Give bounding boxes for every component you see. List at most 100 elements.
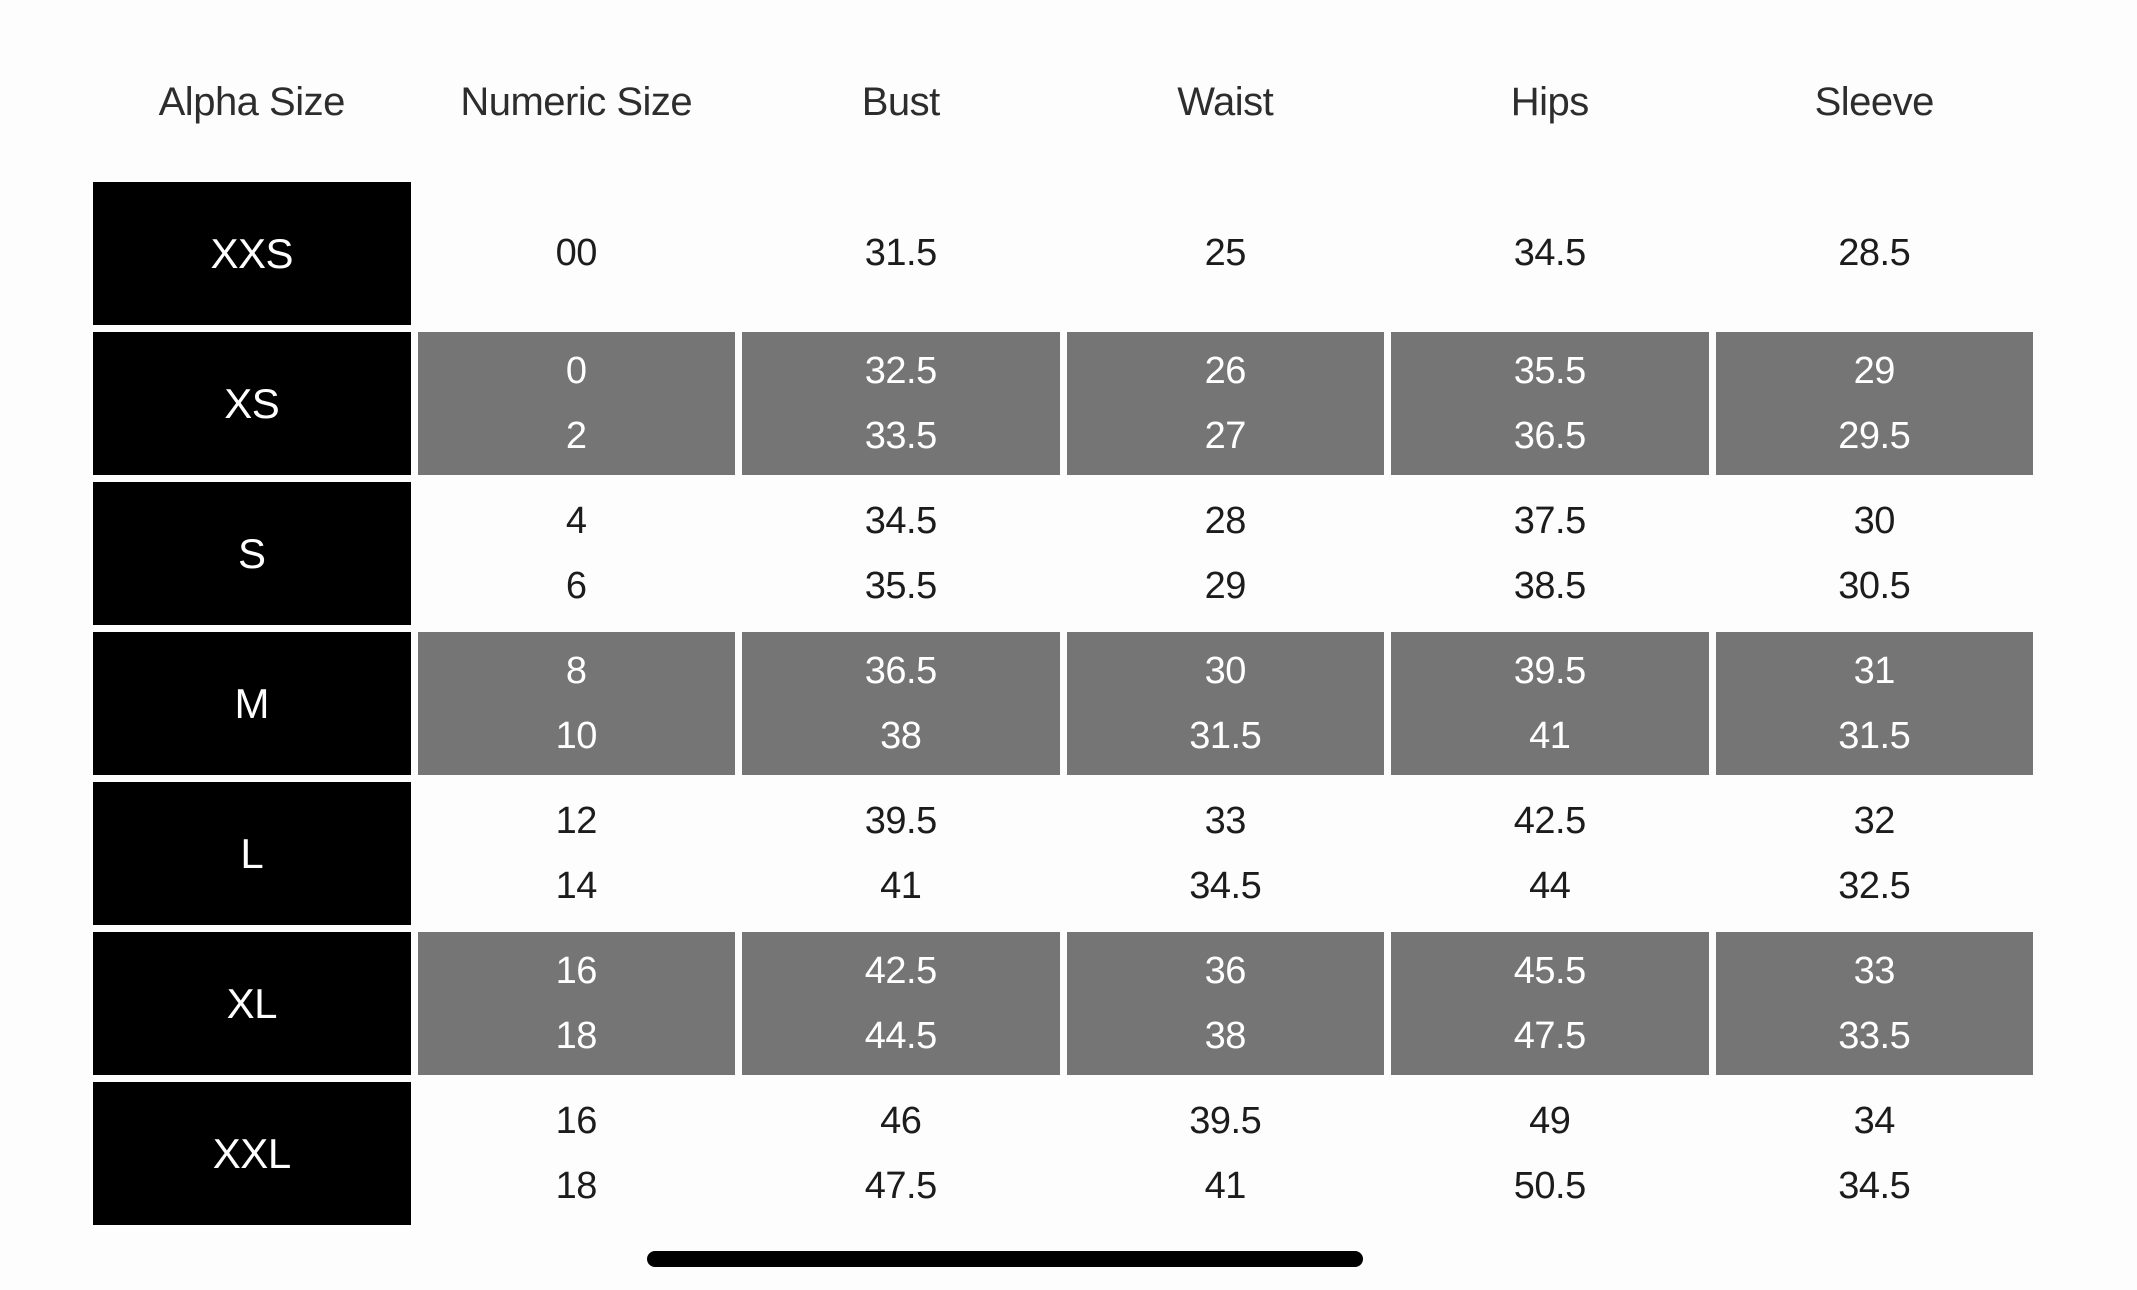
waist-value: 41: [1204, 1164, 1247, 1207]
waist-cell: 36 38: [1066, 932, 1384, 1075]
sleeve-cell: 29 29.5: [1715, 332, 2033, 475]
numeric-value: 8: [565, 649, 587, 692]
bust-cell: 39.5 41: [742, 782, 1060, 925]
hips-value: 45.5: [1513, 949, 1586, 992]
sleeve-value: 32.5: [1838, 864, 1911, 907]
waist-value: 39.5: [1189, 1099, 1262, 1142]
waist-value: 30: [1204, 649, 1247, 692]
hips-value: 37.5: [1513, 499, 1586, 542]
table-row: L 12 14 39.5 41 33 34.5 42.5 44 32 32.5: [93, 782, 2033, 925]
table-row: M 8 10 36.5 38 30 31.5 39.5 41 31 31.5: [93, 632, 2033, 775]
alpha-size-cell: XXS: [93, 182, 411, 325]
sleeve-cell: 34 34.5: [1716, 1082, 2034, 1225]
horizontal-scroll-indicator[interactable]: [647, 1251, 1363, 1267]
bust-value: 44.5: [864, 1014, 937, 1057]
hips-value: 47.5: [1513, 1014, 1586, 1057]
table-row: XXL 16 18 46 47.5 39.5 41 49 50.5 34 34.5: [93, 1082, 2033, 1225]
sleeve-value: 32: [1853, 799, 1896, 842]
sleeve-value: 30: [1853, 499, 1896, 542]
sleeve-cell: 30 30.5: [1716, 482, 2034, 625]
bust-cell: 31.5: [742, 182, 1060, 325]
hips-value: 38.5: [1513, 564, 1586, 607]
sleeve-value: 30.5: [1838, 564, 1911, 607]
bust-value: 33.5: [864, 414, 937, 457]
column-header-alpha-size: Alpha Size: [158, 79, 346, 124]
hips-cell: 37.5 38.5: [1391, 482, 1709, 625]
bust-value: 32.5: [864, 349, 937, 392]
waist-value: 34.5: [1189, 864, 1262, 907]
sleeve-value: 33.5: [1838, 1014, 1911, 1057]
table-row: XL 16 18 42.5 44.5 36 38 45.5 47.5 33 33.5: [93, 932, 2033, 1075]
hips-cell: 34.5: [1391, 182, 1709, 325]
waist-cell: 26 27: [1066, 332, 1384, 475]
hips-value: 36.5: [1513, 414, 1586, 457]
bust-value: 34.5: [864, 499, 937, 542]
numeric-size-cell: 16 18: [417, 932, 735, 1075]
alpha-size-cell: M: [93, 632, 411, 775]
bust-value: 46: [880, 1099, 922, 1142]
numeric-size-cell: 8 10: [417, 632, 735, 775]
numeric-value: 10: [555, 714, 598, 757]
hips-value: 49: [1529, 1099, 1571, 1142]
alpha-size-cell: S: [93, 482, 411, 625]
waist-value: 27: [1204, 414, 1247, 457]
bust-cell: 46 47.5: [742, 1082, 1060, 1225]
waist-cell: 25: [1067, 182, 1385, 325]
waist-value: 33: [1204, 799, 1247, 842]
numeric-value: 2: [565, 414, 587, 457]
numeric-value: 12: [555, 799, 598, 842]
column-header-bust: Bust: [861, 79, 941, 124]
hips-value: 50.5: [1513, 1164, 1586, 1207]
waist-value: 31.5: [1189, 714, 1262, 757]
bust-cell: 42.5 44.5: [742, 932, 1060, 1075]
sleeve-cell: 28.5: [1716, 182, 2034, 325]
numeric-value: 18: [555, 1164, 598, 1207]
bust-value: 36.5: [864, 649, 937, 692]
waist-value: 25: [1204, 232, 1247, 274]
sleeve-value: 34.5: [1838, 1164, 1911, 1207]
waist-value: 26: [1204, 349, 1247, 392]
hips-value: 44: [1529, 864, 1571, 907]
bust-value: 39.5: [864, 799, 937, 842]
numeric-size-cell: 00: [418, 182, 736, 325]
sleeve-value: 31.5: [1838, 714, 1911, 757]
sleeve-value: 33: [1853, 949, 1896, 992]
bust-cell: 34.5 35.5: [742, 482, 1060, 625]
waist-value: 29: [1204, 564, 1247, 607]
numeric-value: 14: [555, 864, 598, 907]
numeric-size-cell: 16 18: [418, 1082, 736, 1225]
hips-value: 42.5: [1513, 799, 1586, 842]
alpha-size-cell: XL: [93, 932, 411, 1075]
hips-cell: 42.5 44: [1391, 782, 1709, 925]
table-header: Alpha Size Numeric Size Bust Waist Hips …: [93, 76, 2033, 128]
waist-cell: 28 29: [1067, 482, 1385, 625]
numeric-value: 6: [565, 564, 587, 607]
sleeve-cell: 33 33.5: [1715, 932, 2033, 1075]
alpha-size-cell: L: [93, 782, 411, 925]
numeric-value: 16: [555, 1099, 598, 1142]
table-row: XXS 00 31.5 25 34.5 28.5: [93, 182, 2033, 325]
column-header-waist: Waist: [1177, 79, 1274, 124]
numeric-value: 0: [565, 349, 587, 392]
sleeve-value: 29: [1853, 349, 1896, 392]
numeric-size-cell: 12 14: [418, 782, 736, 925]
waist-value: 38: [1204, 1014, 1247, 1057]
numeric-value: 4: [565, 499, 587, 542]
sleeve-cell: 32 32.5: [1716, 782, 2034, 925]
bust-value: 35.5: [864, 564, 937, 607]
column-header-sleeve: Sleeve: [1814, 79, 1935, 124]
numeric-value: 16: [555, 949, 598, 992]
waist-value: 28: [1204, 499, 1247, 542]
hips-value: 34.5: [1513, 232, 1586, 274]
bust-cell: 36.5 38: [742, 632, 1060, 775]
waist-cell: 30 31.5: [1066, 632, 1384, 775]
hips-value: 39.5: [1513, 649, 1586, 692]
waist-cell: 39.5 41: [1067, 1082, 1385, 1225]
alpha-size-cell: XS: [93, 332, 411, 475]
sleeve-value: 31: [1853, 649, 1896, 692]
bust-value: 41: [880, 864, 922, 907]
